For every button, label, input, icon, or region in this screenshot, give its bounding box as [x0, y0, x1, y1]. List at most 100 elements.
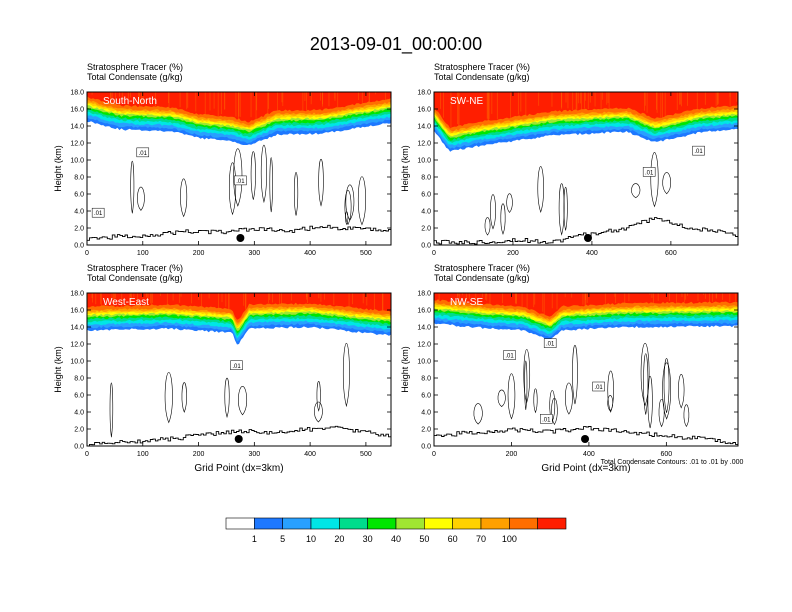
x-tick-label: 400	[583, 451, 595, 458]
y-tick-label: 18.0	[417, 90, 431, 97]
plot-frame	[433, 292, 739, 447]
contour-line	[683, 404, 690, 428]
contour-line	[344, 190, 352, 226]
colorbar-swatch	[367, 517, 397, 530]
terrain-line	[434, 217, 738, 245]
panel-2: .01 .01 SW-NE Stratosphere Tracer (%)Total …	[400, 62, 739, 257]
y-tick-label: 8.0	[421, 175, 431, 182]
y-tick-label: 14.0	[70, 325, 84, 332]
contour-line	[640, 342, 650, 407]
contour-line	[662, 362, 671, 420]
y-tick-label: 2.0	[74, 226, 84, 233]
contour-label-text: .01	[139, 151, 148, 157]
x-tick-label: 0	[85, 250, 89, 257]
contour-label-text: .01	[546, 342, 555, 348]
y-axis-label: Height (km)	[53, 346, 63, 393]
contour-line	[523, 349, 530, 404]
contour-label: .01	[91, 207, 105, 218]
panel-1: .01 .01 .01 South-North Stratosphere Tracer …	[53, 62, 392, 257]
tracer-band-10	[87, 293, 391, 320]
contour-line	[181, 382, 187, 413]
y-tick-label: 4.0	[74, 209, 84, 216]
contour-label-text: .01	[232, 364, 241, 370]
panel-label: South-North	[103, 96, 157, 107]
y-tick-label: 18.0	[417, 291, 431, 298]
y-tick-label: 16.0	[417, 107, 431, 114]
y-axis-label: Height (km)	[400, 346, 410, 393]
colorbar-label: 1	[252, 534, 257, 544]
contour-note: Total Condensate Contours: .01 to .01 by…	[601, 459, 744, 466]
x-tick-label: 100	[137, 451, 149, 458]
location-marker	[583, 234, 592, 242]
contour-line	[233, 148, 243, 207]
x-tick-label: 400	[304, 250, 316, 257]
x-tick-label: 100	[137, 250, 149, 257]
y-tick-label: 12.0	[417, 141, 431, 148]
colorbar-swatch	[424, 517, 453, 530]
y-tick-label: 12.0	[70, 342, 84, 349]
condensate-contours	[484, 152, 671, 236]
y-tick-label: 2.0	[74, 427, 84, 434]
figure-title: 2013-09-01_00:00:00	[310, 34, 482, 55]
y-tick-label: 14.0	[70, 124, 84, 131]
colorbar-swatch	[509, 517, 538, 530]
panel-label: West-East	[103, 297, 149, 308]
x-tick-label: 400	[304, 451, 316, 458]
contour-line	[316, 381, 321, 412]
y-tick-label: 0.0	[421, 444, 431, 451]
y-tick-label: 6.0	[74, 192, 84, 199]
x-tick-label: 600	[665, 250, 677, 257]
x-tick-label: 0	[85, 451, 89, 458]
contour-line	[358, 176, 366, 226]
y-tick-label: 10.0	[70, 359, 84, 366]
contour-label: .01	[234, 175, 247, 186]
contour-line	[109, 382, 114, 438]
x-axis-label: Grid Point (dx=3km)	[541, 463, 630, 474]
contour-line	[490, 194, 496, 230]
colorbar-swatch	[225, 517, 255, 530]
terrain-line	[434, 426, 738, 446]
contour-label-text: .01	[594, 385, 603, 391]
x-tick-label: 500	[360, 250, 372, 257]
y-tick-label: 18.0	[70, 291, 84, 298]
contour-label: .01	[592, 381, 605, 392]
colorbar-swatch	[282, 517, 312, 530]
panel-title-line2: Total Condensate (g/kg)	[434, 273, 530, 283]
location-marker	[234, 435, 243, 443]
panel-title-line2: Total Condensate (g/kg)	[87, 273, 183, 283]
contour-label: .01	[540, 414, 553, 424]
y-tick-label: 2.0	[421, 226, 431, 233]
x-tick-label: 200	[193, 250, 205, 257]
contour-label-text: .01	[542, 417, 551, 423]
contour-line	[238, 386, 247, 416]
colorbar-label: 20	[334, 534, 344, 544]
tracer-field: .01 .01 .01 .01	[434, 293, 738, 446]
contour-label: .01	[230, 360, 243, 370]
y-tick-label: 6.0	[421, 192, 431, 199]
contour-line	[318, 158, 324, 207]
contour-label: .01	[543, 338, 557, 348]
contour-line	[537, 166, 544, 213]
terrain-line	[87, 425, 391, 446]
y-tick-label: 10.0	[70, 158, 84, 165]
y-tick-label: 6.0	[421, 393, 431, 400]
contour-line	[345, 184, 355, 221]
contour-line	[484, 217, 491, 236]
contour-line	[662, 172, 671, 195]
contour-label: .01	[692, 145, 705, 156]
y-tick-label: 16.0	[70, 308, 84, 315]
y-tick-label: 14.0	[417, 325, 431, 332]
contour-line	[180, 178, 188, 218]
x-tick-label: 400	[586, 250, 598, 257]
contour-line	[250, 151, 256, 200]
y-tick-label: 12.0	[70, 141, 84, 148]
contour-line	[572, 344, 578, 405]
location-marker	[581, 435, 590, 443]
contour-line	[631, 183, 641, 199]
contour-line	[224, 377, 230, 419]
contour-line	[497, 389, 506, 408]
x-tick-label: 200	[193, 451, 205, 458]
contour-line	[506, 193, 513, 213]
y-tick-label: 8.0	[421, 376, 431, 383]
y-tick-label: 0.0	[421, 243, 431, 250]
